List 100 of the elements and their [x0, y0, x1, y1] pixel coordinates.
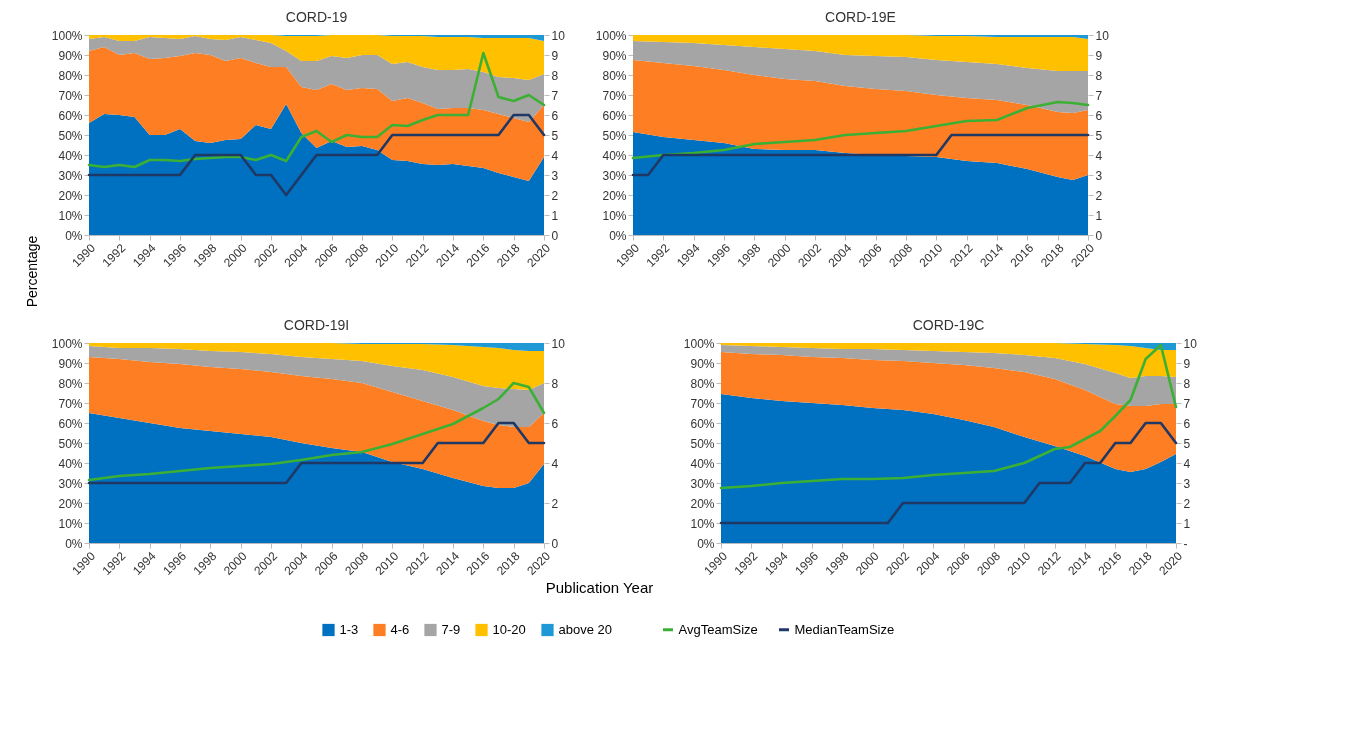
y-tick-label: 20% [58, 188, 83, 203]
y2-tick-label: 0 [551, 228, 559, 243]
y-tick-label: 10% [602, 208, 627, 223]
y2-tick-label: 2 [1095, 188, 1103, 203]
y2-tick-label: 6 [1095, 108, 1103, 123]
y2-tick-label: 5 [551, 128, 559, 143]
y-tick-label: 0% [697, 536, 715, 551]
y-tick-label: 30% [602, 168, 627, 183]
y-tick-label: 100% [595, 28, 627, 43]
y2-tick-label: 0 [1095, 228, 1103, 243]
legend-label: above 20 [558, 622, 612, 637]
y2-tick-label: 9 [1095, 48, 1103, 63]
y2-tick-label: 10 [1183, 336, 1198, 351]
y2-tick-label: - [1183, 536, 1188, 551]
y-tick-label: 20% [602, 188, 627, 203]
y-tick-label: 40% [602, 148, 627, 163]
y-tick-label: 20% [58, 496, 83, 511]
y-tick-label: 50% [58, 128, 83, 143]
y-tick-label: 80% [602, 68, 627, 83]
y2-tick-label: 8 [1095, 68, 1103, 83]
line-series [631, 100, 1090, 160]
y2-tick-label: 1 [1183, 516, 1191, 531]
legend-label: AvgTeamSize [678, 621, 758, 637]
y2-tick-label: 2 [551, 496, 559, 511]
y-tick-label: 70% [602, 88, 627, 103]
y2-tick-label: 1 [551, 208, 559, 223]
line-series [87, 113, 546, 197]
y2-tick-label: 7 [1095, 88, 1103, 103]
y2-tick-label: 0 [551, 536, 559, 551]
y2-tick-label: 9 [1183, 356, 1191, 371]
y-tick-label: 90% [602, 48, 627, 63]
chart-title: CORD-19E [825, 9, 896, 25]
legend-label: 10-20 [492, 622, 526, 637]
y-tick-label: 80% [58, 376, 83, 391]
y2-tick-label: 4 [1095, 148, 1103, 163]
legend-label: MedianTeamSize [794, 621, 895, 637]
chart-title: CORD-19C [912, 317, 985, 333]
y2-tick-label: 3 [1183, 476, 1191, 491]
y2-tick-label: 8 [551, 376, 559, 391]
y2-tick-label: 3 [1095, 168, 1103, 183]
y-tick-label: 80% [58, 68, 83, 83]
y-tick-label: 20% [690, 496, 715, 511]
y-tick-label: 90% [58, 48, 83, 63]
y2-tick-label: 10 [551, 336, 566, 351]
y2-tick-label: 9 [551, 48, 559, 63]
chart-title: CORD-19 [285, 9, 348, 25]
y-tick-label: 10% [58, 516, 83, 531]
y-axis-title: Percentage [23, 235, 40, 308]
y2-tick-label: 4 [551, 148, 559, 163]
y-tick-label: 40% [58, 148, 83, 163]
y2-tick-label: 8 [551, 68, 559, 83]
line-series [719, 343, 1178, 490]
y2-tick-label: 10 [1095, 28, 1110, 43]
y-tick-label: 50% [690, 436, 715, 451]
line-series [87, 421, 546, 485]
y-tick-label: 60% [690, 416, 715, 431]
legend-label: 1-3 [339, 622, 359, 637]
y-tick-label: 40% [690, 456, 715, 471]
y-tick-label: 70% [690, 396, 715, 411]
y-tick-label: 50% [602, 128, 627, 143]
x-axis-title: Publication Year [545, 579, 654, 597]
y-tick-label: 90% [690, 356, 715, 371]
y-tick-label: 0% [609, 228, 627, 243]
y-tick-label: 10% [58, 208, 83, 223]
line-series [719, 421, 1178, 525]
y-tick-label: 70% [58, 396, 83, 411]
y-tick-label: 60% [602, 108, 627, 123]
y-tick-label: 100% [51, 28, 83, 43]
y-tick-label: 30% [690, 476, 715, 491]
y-tick-label: 30% [58, 168, 83, 183]
y2-tick-label: 3 [551, 168, 559, 183]
y2-tick-label: 7 [1183, 396, 1191, 411]
y-tick-label: 0% [65, 228, 83, 243]
y-tick-label: 70% [58, 88, 83, 103]
y-tick-label: 60% [58, 108, 83, 123]
y2-tick-label: 6 [551, 108, 559, 123]
y-tick-label: 90% [58, 356, 83, 371]
legend-label: 7-9 [441, 622, 461, 637]
y-tick-label: 80% [690, 376, 715, 391]
y2-tick-label: 10 [551, 28, 566, 43]
y2-tick-label: 7 [551, 88, 559, 103]
line-series [87, 381, 546, 482]
y-tick-label: 60% [58, 416, 83, 431]
legend-label: 4-6 [390, 622, 410, 637]
y2-tick-label: 5 [1095, 128, 1103, 143]
y-tick-label: 100% [683, 336, 715, 351]
y2-tick-label: 6 [1183, 416, 1191, 431]
y-tick-label: 40% [58, 456, 83, 471]
y2-tick-label: 5 [1183, 436, 1191, 451]
y2-tick-label: 8 [1183, 376, 1191, 391]
y-tick-label: 0% [65, 536, 83, 551]
y-tick-label: 100% [51, 336, 83, 351]
y2-tick-label: 6 [551, 416, 559, 431]
y-tick-label: 10% [690, 516, 715, 531]
y2-tick-label: 1 [1095, 208, 1103, 223]
y-tick-label: 30% [58, 476, 83, 491]
y2-tick-label: 4 [1183, 456, 1191, 471]
y2-tick-label: 4 [551, 456, 559, 471]
y2-tick-label: 2 [1183, 496, 1191, 511]
y2-tick-label: 2 [551, 188, 559, 203]
